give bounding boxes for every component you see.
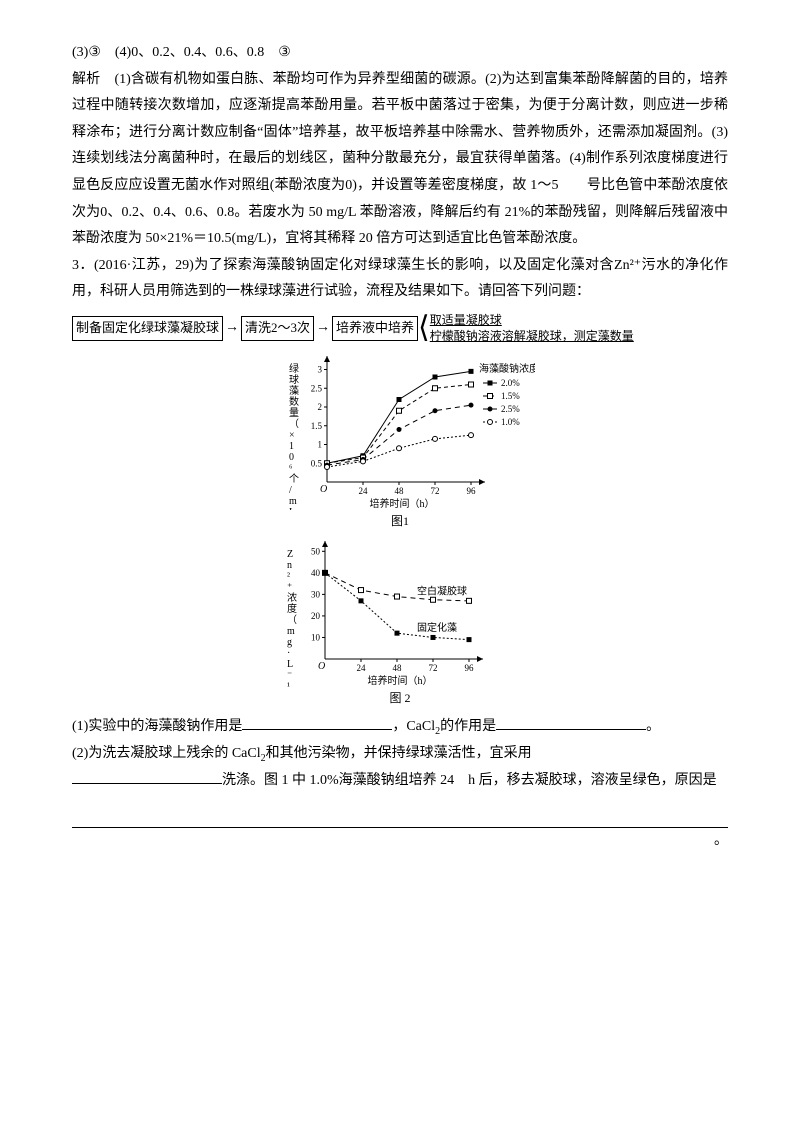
q2-text-b: 和其他污染物，并保持绿球藻活性，宜采用 [266, 746, 532, 761]
q2-text-d: 。 [72, 828, 728, 855]
svg-text:O: O [318, 661, 325, 672]
flowchart-step-2: 清洗2～3次 [241, 316, 314, 341]
svg-text:2: 2 [318, 402, 323, 412]
svg-text:海藻酸钠浓度: 海藻酸钠浓度 [479, 362, 535, 375]
sub-question-2: (2)为洗去凝胶球上残余的 CaCl2和其他污染物，并保持绿球藻活性，宜采用 洗… [72, 741, 728, 794]
svg-text:L: L [287, 659, 293, 670]
blank-field-long[interactable] [72, 814, 728, 828]
svg-text:m: m [287, 626, 295, 637]
flowchart-split: ⟨ 取适量凝胶球 柠檬酸钠溶液溶解凝胶球，测定藻数量 [420, 312, 634, 344]
svg-text:2.5: 2.5 [311, 384, 323, 394]
blank-field[interactable] [496, 716, 646, 730]
svg-text:度: 度 [287, 602, 297, 615]
q2-text-a: (2)为洗去凝胶球上残余的 CaCl [72, 746, 261, 761]
svg-text:m: m [289, 496, 297, 507]
q1-text-a: (1)实验中的海藻酸钠作用是 [72, 719, 242, 734]
svg-text:1: 1 [289, 441, 294, 452]
q1-text-c: 的作用是 [440, 719, 496, 734]
svg-text:20: 20 [311, 611, 321, 621]
svg-text:（: （ [287, 614, 297, 626]
svg-text:10: 10 [311, 633, 321, 643]
svg-text:²: ² [287, 571, 290, 582]
svg-text:空白凝胶球: 空白凝胶球 [417, 585, 467, 598]
flowchart: 制备固定化绿球藻凝胶球 → 清洗2～3次 → 培养液中培养 ⟨ 取适量凝胶球 柠… [72, 312, 728, 344]
svg-text:1: 1 [318, 440, 323, 450]
svg-text:48: 48 [395, 486, 405, 496]
svg-text:48: 48 [393, 663, 403, 673]
svg-text:¹: ¹ [287, 681, 290, 687]
svg-text:⁶: ⁶ [289, 463, 293, 474]
svg-text:浓: 浓 [287, 592, 297, 604]
bracket-icon: ⟨ [418, 315, 430, 341]
chart-2-wrapper: 244872961020304050O培养时间（h）Zn²⁺浓度（mg·L⁻¹）… [270, 537, 530, 710]
svg-text:×: × [289, 430, 295, 441]
svg-text:2.0%: 2.0% [501, 378, 520, 388]
svg-text:培养时间（h）: 培养时间（h） [368, 674, 433, 687]
svg-text:绿: 绿 [289, 362, 299, 375]
svg-text:⁻: ⁻ [287, 670, 292, 681]
svg-text:g: g [287, 637, 292, 648]
svg-text:固定化藻: 固定化藻 [417, 621, 457, 634]
svg-text:1.5: 1.5 [311, 421, 323, 431]
svg-text:藻: 藻 [289, 384, 299, 397]
svg-text:1.5%: 1.5% [501, 391, 520, 401]
analysis-paragraph: 解析 (1)含碳有机物如蛋白胨、苯酚均可作为异养型细菌的碳源。(2)为达到富集苯… [72, 67, 728, 253]
svg-text:0: 0 [289, 452, 294, 463]
answer-line: (3)③ (4)0、0.2、0.4、0.6、0.8 ③ [72, 40, 728, 67]
svg-text:24: 24 [357, 663, 367, 673]
svg-text:Z: Z [287, 549, 293, 560]
analysis-label: 解析 [72, 72, 100, 87]
sub-question-1: (1)实验中的海藻酸钠作用是，CaCl2的作用是。 [72, 714, 728, 741]
svg-text:2.5%: 2.5% [501, 404, 520, 414]
svg-text:50: 50 [311, 546, 321, 556]
flowchart-step-3: 培养液中培养 [332, 316, 418, 341]
svg-text:量: 量 [289, 407, 299, 419]
svg-text:培养时间（h）: 培养时间（h） [370, 497, 435, 510]
q1-text-d: 。 [646, 719, 660, 734]
q2-text-c: 洗涤。图 1 中 1.0%海藻酸钠组培养 24 h 后，移去凝胶球，溶液呈绿色，… [222, 773, 717, 788]
chart-1-caption: 图1 [265, 510, 535, 533]
charts-container: 244872960.511.522.53O培养时间（h）绿球藻数量（×10⁶个/… [72, 350, 728, 710]
svg-text:72: 72 [429, 663, 438, 673]
analysis-text: (1)含碳有机物如蛋白胨、苯酚均可作为异养型细菌的碳源。(2)为达到富集苯酚降解… [72, 72, 728, 247]
svg-text:40: 40 [311, 568, 321, 578]
flowchart-branch-b: 柠檬酸钠溶液溶解凝胶球，测定藻数量 [430, 328, 634, 344]
svg-text:96: 96 [467, 486, 477, 496]
q1-text-b: ，CaCl [392, 719, 435, 734]
svg-text:O: O [320, 484, 327, 495]
svg-text:个: 个 [289, 473, 299, 485]
svg-text:L: L [289, 507, 295, 510]
svg-text:1.0%: 1.0% [501, 417, 520, 427]
arrow-icon: → [316, 317, 330, 339]
svg-text:球: 球 [289, 373, 299, 386]
chart-1-wrapper: 244872960.511.522.53O培养时间（h）绿球藻数量（×10⁶个/… [265, 350, 535, 533]
svg-text:/: / [289, 485, 292, 496]
flowchart-branch-a: 取适量凝胶球 [430, 312, 634, 328]
svg-text:72: 72 [431, 486, 440, 496]
question-number: 3．(2016·江苏，29) [72, 258, 194, 273]
svg-text:30: 30 [311, 589, 321, 599]
svg-text:0.5: 0.5 [311, 459, 323, 469]
svg-text:24: 24 [359, 486, 369, 496]
svg-text:n: n [287, 560, 292, 571]
chart-1: 244872960.511.522.53O培养时间（h）绿球藻数量（×10⁶个/… [265, 350, 535, 510]
chart-2-caption: 图 2 [270, 687, 530, 710]
svg-text:·: · [287, 648, 290, 659]
flowchart-step-1: 制备固定化绿球藻凝胶球 [72, 316, 223, 341]
arrow-icon: → [225, 317, 239, 339]
svg-text:⁺: ⁺ [287, 582, 292, 593]
blank-field[interactable] [72, 770, 222, 784]
svg-text:数: 数 [289, 395, 299, 408]
chart-2: 244872961020304050O培养时间（h）Zn²⁺浓度（mg·L⁻¹）… [270, 537, 530, 687]
question-stem: 3．(2016·江苏，29)为了探索海藻酸钠固定化对绿球藻生长的影响，以及固定化… [72, 253, 728, 306]
svg-text:96: 96 [465, 663, 475, 673]
svg-text:3: 3 [318, 365, 323, 375]
svg-text:（: （ [289, 418, 299, 430]
blank-field[interactable] [242, 716, 392, 730]
